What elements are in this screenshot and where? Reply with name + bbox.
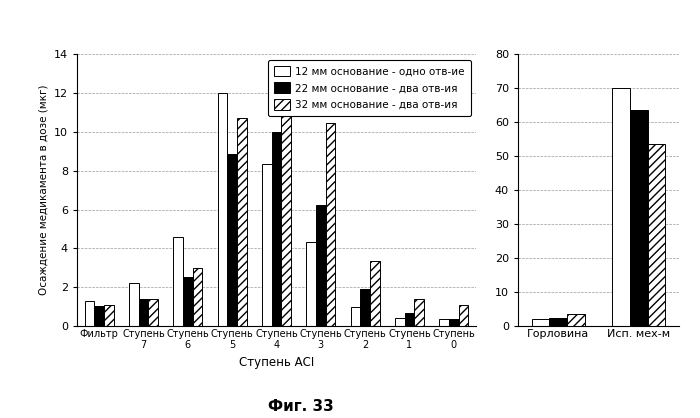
Bar — [360, 289, 370, 326]
Bar — [148, 299, 158, 326]
Bar — [129, 283, 139, 326]
Bar — [237, 118, 247, 326]
Y-axis label: Осаждение медикамента в дозе (мкг): Осаждение медикамента в дозе (мкг) — [38, 85, 48, 296]
Text: Фиг. 33: Фиг. 33 — [268, 399, 334, 414]
Bar — [630, 110, 648, 326]
Bar — [173, 237, 183, 326]
Bar — [139, 299, 148, 326]
Bar — [612, 88, 630, 326]
Legend: 12 мм основание - одно отв-ие, 22 мм основание - два отв-ия, 32 мм основание - д: 12 мм основание - одно отв-ие, 22 мм осн… — [268, 59, 471, 116]
Bar — [405, 314, 414, 326]
Bar — [316, 205, 326, 326]
Bar — [395, 318, 405, 326]
Bar — [104, 305, 114, 326]
Bar — [414, 299, 424, 326]
Bar — [370, 261, 380, 326]
Bar — [326, 123, 335, 326]
Bar — [648, 144, 665, 326]
Bar — [351, 307, 360, 326]
Bar — [449, 319, 458, 326]
Bar — [262, 164, 272, 326]
X-axis label: Ступень АСI: Ступень АСI — [239, 356, 314, 369]
Bar — [281, 78, 291, 326]
Bar — [439, 319, 449, 326]
Bar — [183, 277, 193, 326]
Bar — [458, 305, 468, 326]
Bar — [218, 93, 228, 326]
Bar — [193, 268, 202, 326]
Bar — [228, 154, 237, 326]
Bar — [532, 319, 550, 326]
Bar — [567, 314, 584, 326]
Bar — [272, 132, 281, 326]
Bar — [94, 306, 104, 326]
Bar — [306, 242, 316, 326]
Bar — [550, 318, 567, 326]
Bar — [85, 301, 95, 326]
